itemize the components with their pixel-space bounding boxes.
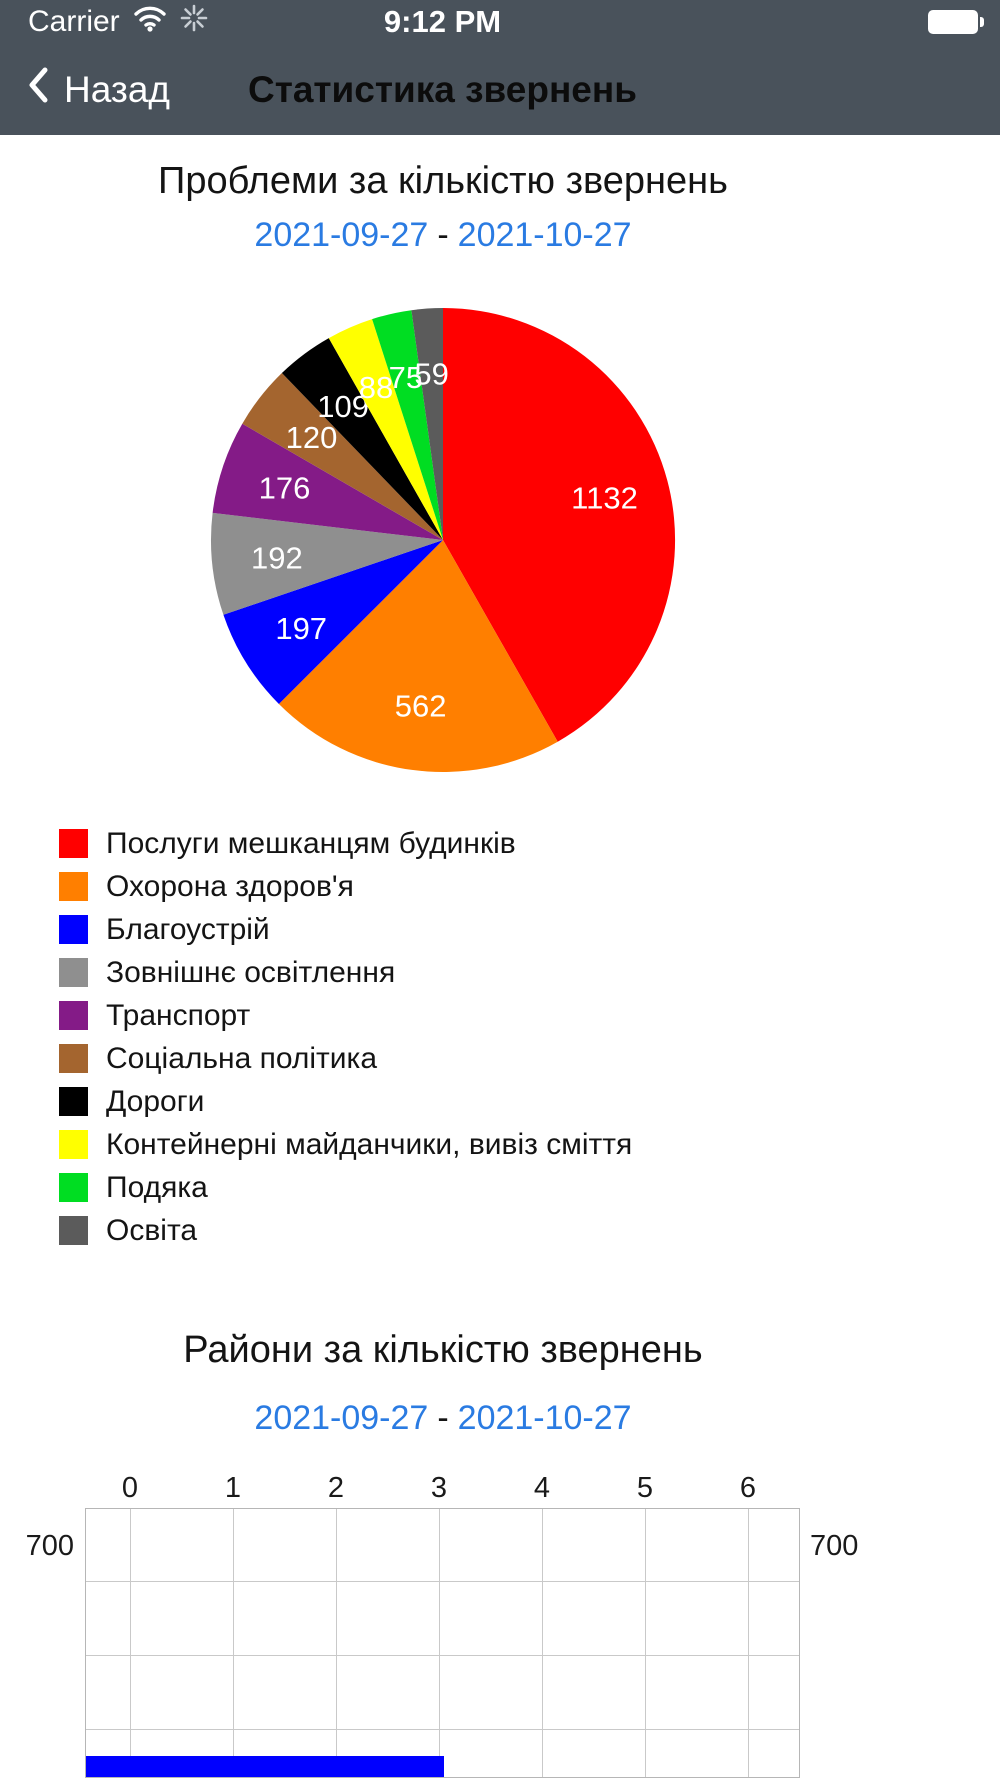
legend-label: Соціальна політика	[106, 1041, 378, 1075]
date-to-link[interactable]: 2021-10-27	[457, 1399, 632, 1437]
pie-value-label: 59	[414, 356, 448, 391]
legend-label: Благоустрій	[106, 912, 270, 946]
date-separator: -	[437, 216, 449, 254]
legend-swatch	[59, 1001, 88, 1030]
y-axis-tick-label: 700	[810, 1530, 859, 1562]
legend-swatch	[59, 1216, 88, 1245]
pie-value-label: 176	[259, 470, 311, 505]
date-to-link[interactable]: 2021-10-27	[457, 216, 632, 254]
gridline-vertical	[130, 1509, 131, 1777]
pie-value-label: 88	[359, 370, 393, 405]
gridline-vertical	[439, 1509, 440, 1777]
pie-slice[interactable]	[443, 308, 676, 742]
gridline-horizontal	[86, 1655, 799, 1656]
x-axis-tick-label: 0	[121, 1472, 139, 1504]
legend-swatch	[59, 1130, 88, 1159]
legend-item: Транспорт	[59, 994, 886, 1037]
legend-label: Послуги мешканцям будинків	[106, 826, 516, 860]
x-axis-tick-label: 4	[533, 1472, 551, 1504]
legend-item: Соціальна політика	[59, 1037, 886, 1080]
pie-value-label: 562	[395, 689, 447, 724]
pie-slice[interactable]	[372, 310, 443, 540]
nav-bar: Назад Статистика звернень	[0, 44, 1000, 135]
pie-slice[interactable]	[411, 308, 443, 540]
pie-date-range: 2021-09-27-2021-10-27	[0, 215, 886, 255]
legend-item: Охорона здоров'я	[59, 865, 886, 908]
status-bar: Carrier	[0, 0, 1000, 44]
page-title: Статистика звернень	[248, 68, 637, 110]
legend-swatch	[59, 1087, 88, 1116]
date-from-link[interactable]: 2021-09-27	[254, 1399, 429, 1437]
back-button[interactable]: Назад	[0, 65, 170, 114]
x-axis-tick-label: 5	[636, 1472, 654, 1504]
bar-plot-area	[85, 1508, 800, 1778]
gridline-horizontal	[86, 1729, 799, 1730]
legend-item: Зовнішнє освітлення	[59, 951, 886, 994]
legend-swatch	[59, 872, 88, 901]
date-separator: -	[437, 1399, 449, 1437]
districts-bar-chart: 0 1 2 3 4 5 6 700 700	[0, 1470, 886, 1778]
wifi-icon	[132, 5, 168, 40]
legend-label: Подяка	[106, 1170, 208, 1204]
network-activity-spinner-icon	[180, 4, 208, 40]
pie-slice[interactable]	[223, 540, 443, 704]
bar-segment[interactable]	[86, 1756, 444, 1777]
pie-value-label: 197	[275, 611, 327, 646]
pie-slice[interactable]	[211, 512, 443, 615]
pie-legend: Послуги мешканцям будинків Охорона здоров…	[0, 822, 886, 1252]
pie-value-label: 75	[389, 360, 423, 395]
pie-value-label: 1132	[571, 480, 638, 515]
battery-icon	[928, 10, 984, 34]
legend-label: Освіта	[106, 1213, 198, 1247]
legend-item: Освіта	[59, 1209, 886, 1252]
carrier-label: Carrier	[28, 5, 120, 38]
main-content: Проблеми за кількістю звернень 2021-09-2…	[0, 159, 886, 1778]
legend-label: Контейнерні майданчики, вивіз сміття	[106, 1127, 633, 1161]
legend-label: Дороги	[106, 1084, 205, 1118]
back-chevron-icon	[26, 65, 50, 114]
legend-label: Охорона здоров'я	[106, 869, 354, 903]
back-button-label: Назад	[64, 68, 171, 110]
legend-item: Благоустрій	[59, 908, 886, 951]
status-time: 9:12 PM	[383, 4, 502, 39]
legend-label: Зовнішнє освітлення	[106, 955, 396, 989]
gridline-vertical	[748, 1509, 749, 1777]
legend-swatch	[59, 1173, 88, 1202]
pie-slice[interactable]	[212, 423, 443, 540]
y-axis-tick-label: 700	[25, 1530, 74, 1562]
bar-section-title: Райони за кількістю звернень	[183, 1329, 703, 1371]
legend-swatch	[59, 829, 88, 858]
legend-label: Транспорт	[106, 998, 251, 1032]
gridline-vertical	[645, 1509, 646, 1777]
legend-swatch	[59, 1044, 88, 1073]
bar-date-range: 2021-09-27-2021-10-27	[0, 1398, 886, 1438]
x-axis-tick-label: 2	[327, 1472, 345, 1504]
legend-swatch	[59, 915, 88, 944]
pie-slice[interactable]	[242, 373, 443, 540]
legend-item: Послуги мешканцям будинків	[59, 822, 886, 865]
legend-item: Дороги	[59, 1080, 886, 1123]
gridline-vertical	[233, 1509, 234, 1777]
pie-slice[interactable]	[281, 338, 443, 540]
x-axis-tick-label: 3	[430, 1472, 448, 1504]
pie-slice[interactable]	[278, 540, 558, 773]
legend-item: Подяка	[59, 1166, 886, 1209]
pie-value-label: 120	[286, 420, 338, 455]
gridline-vertical	[542, 1509, 543, 1777]
date-from-link[interactable]: 2021-09-27	[254, 216, 429, 254]
pie-value-label: 192	[251, 541, 303, 576]
gridline-vertical	[336, 1509, 337, 1777]
x-axis-tick-label: 6	[739, 1472, 757, 1504]
legend-swatch	[59, 958, 88, 987]
gridline-horizontal	[86, 1581, 799, 1582]
pie-value-label: 109	[317, 389, 369, 424]
pie-section-title: Проблеми за кількістю звернень	[158, 160, 728, 202]
legend-item: Контейнерні майданчики, вивіз сміття	[59, 1123, 886, 1166]
pie-slice[interactable]	[328, 319, 443, 540]
x-axis-tick-label: 1	[224, 1472, 242, 1504]
